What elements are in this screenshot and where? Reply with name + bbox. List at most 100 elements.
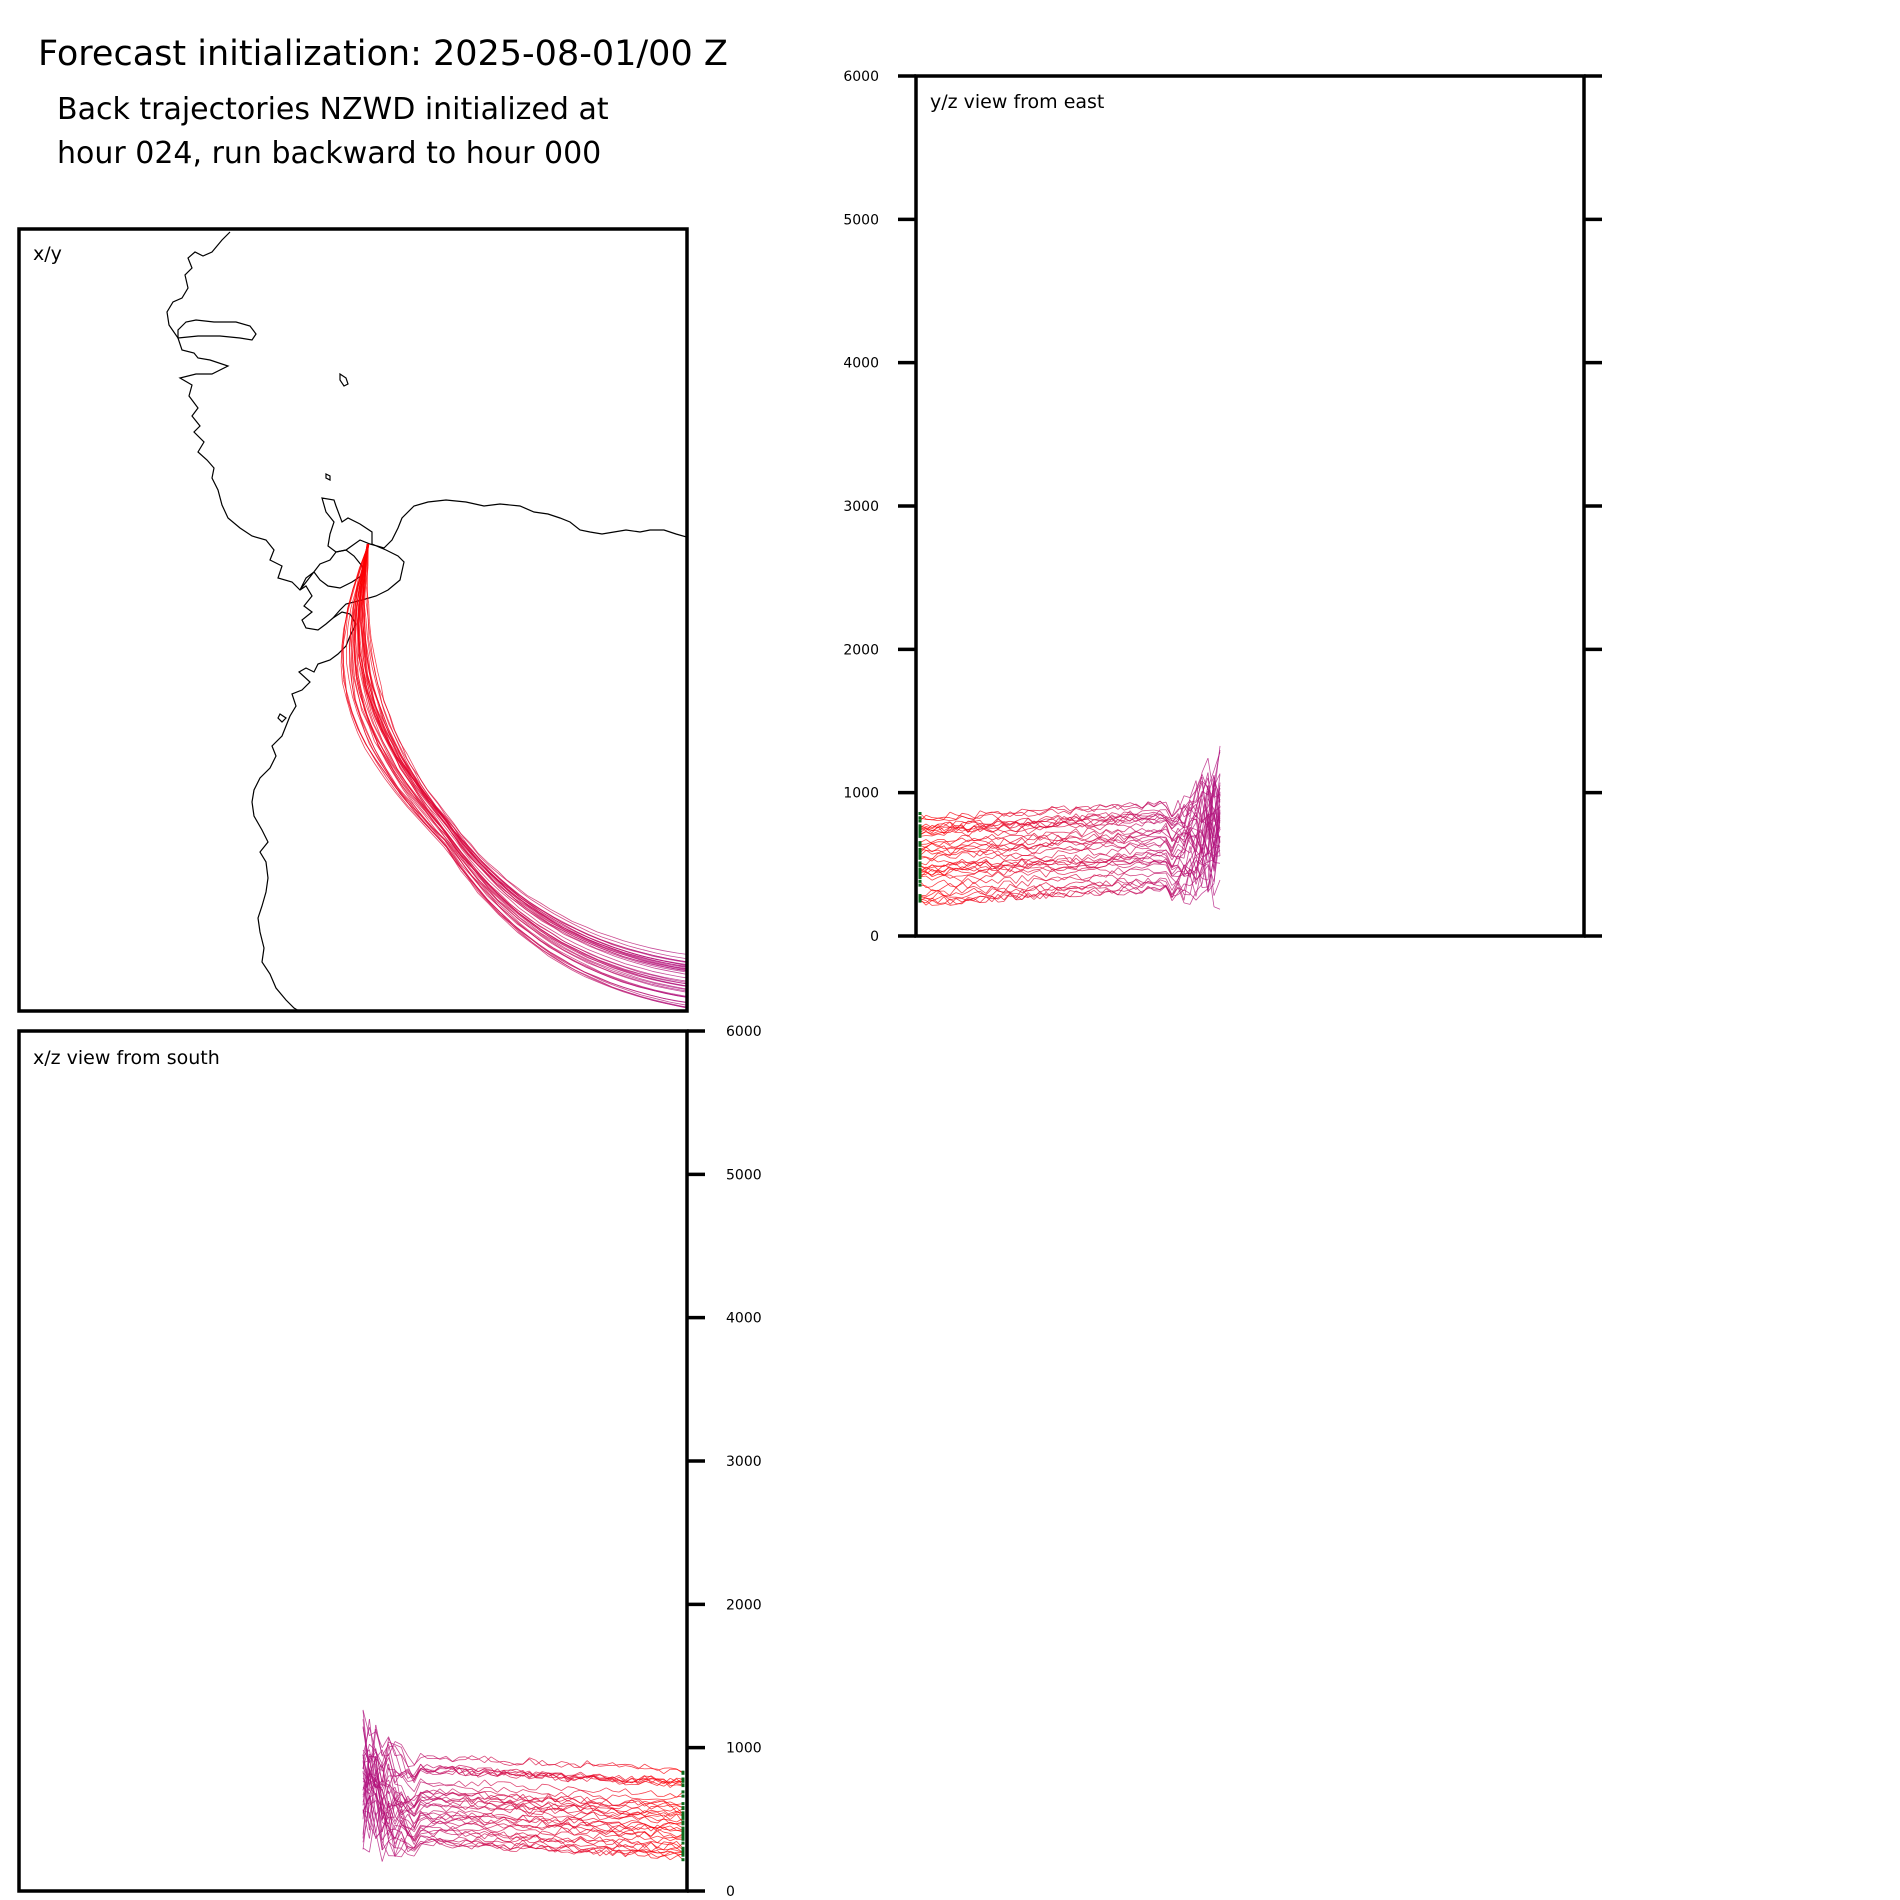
- xy-trajectory-segment: [657, 962, 671, 967]
- yz-trajectory-segment: [1075, 891, 1083, 894]
- xy-trajectory-segment: [562, 947, 576, 955]
- yz-trajectory-segment: [1129, 862, 1137, 867]
- xy-trajectory-segment: [678, 970, 687, 973]
- xy-trajectory-segment: [486, 872, 499, 883]
- yz-trajectory-segment: [961, 898, 969, 905]
- yz-trajectory-segment: [1171, 854, 1179, 867]
- yz-trajectory-segment: [997, 838, 1005, 848]
- yz-trajectory-segment: [1105, 857, 1113, 863]
- yz-trajectory-segment: [1063, 887, 1071, 889]
- xz-trajectory-segment: [567, 1839, 575, 1843]
- yz-trajectory-segment: [1135, 817, 1143, 822]
- yz-trajectory-segment: [1105, 821, 1113, 826]
- yz-trajectory-segment: [1093, 881, 1101, 885]
- xz-trajectory-segment: [644, 1831, 652, 1837]
- xz-trajectory-segment: [541, 1795, 549, 1803]
- yz-trajectory-segment: [1087, 819, 1095, 824]
- xz-trajectory-segment: [388, 1745, 396, 1748]
- yz-trajectory-segment: [1129, 830, 1137, 835]
- xy-trajectory-segment: [526, 894, 540, 903]
- xz-trajectory-segment: [433, 1792, 440, 1795]
- xy-trajectory-segment: [370, 725, 380, 741]
- xz-trajectory-segment: [439, 1793, 447, 1798]
- xz-trajectory-segment: [522, 1829, 530, 1831]
- xy-trajectory-segment: [538, 944, 550, 953]
- xy-trajectory-segment: [572, 960, 586, 968]
- xz-trajectory-segment: [522, 1825, 530, 1829]
- xz-trajectory-segment: [413, 1843, 421, 1852]
- yz-trajectory-segment: [1201, 791, 1209, 834]
- yz-trajectory-segment: [985, 845, 993, 853]
- yz-trajectory-segment: [1111, 815, 1119, 822]
- yz-trajectory-segment: [1093, 813, 1101, 819]
- xy-trajectory-segment: [395, 745, 404, 759]
- yz-trajectory-segment: [1153, 853, 1161, 857]
- yz-trajectory-segment: [1063, 859, 1071, 863]
- yz-trajectory-segment: [1027, 827, 1035, 830]
- xz-trajectory-segment: [497, 1824, 504, 1829]
- xz-trajectory-segment: [426, 1815, 434, 1823]
- yz-trajectory-segment: [1183, 804, 1191, 812]
- yz-trajectory-segment: [1177, 865, 1185, 874]
- xy-trajectory-segment: [369, 700, 375, 716]
- yz-trajectory-segment: [1141, 810, 1149, 812]
- xy-start-point: [690, 1007, 694, 1010]
- yz-trajectory-segment: [1075, 819, 1083, 823]
- xz-trajectory-segment: [465, 1842, 472, 1845]
- yz-trajectory-segment: [1027, 843, 1035, 846]
- yz-trajectory-segment: [925, 899, 933, 906]
- xy-trajectory-segment: [498, 890, 510, 900]
- xz-trajectory-segment: [535, 1810, 543, 1813]
- xy-trajectory-segment: [628, 945, 643, 951]
- xz-trajectory-segment: [452, 1829, 460, 1837]
- yz-trajectory-segment: [1087, 889, 1095, 895]
- yz-trajectory-segment: [967, 817, 975, 820]
- xy-trajectory-segment: [575, 953, 589, 961]
- yz-trajectory-segment: [1123, 815, 1131, 819]
- xy-trajectory-segment: [680, 985, 687, 987]
- yz-trajectory-segment: [985, 862, 993, 870]
- yz-trajectory-segment: [1027, 832, 1035, 840]
- xy-trajectory-segment: [455, 833, 464, 845]
- xy-trajectory-segment: [563, 933, 578, 941]
- xy-trajectory-segment: [517, 909, 530, 919]
- yz-trajectory-segment: [1003, 811, 1011, 817]
- xz-trajectory-segment: [567, 1762, 575, 1768]
- yz-trajectory-segment: [1189, 834, 1197, 854]
- xy-trajectory-segment: [552, 954, 566, 963]
- xz-trajectory-segment: [586, 1827, 594, 1834]
- xz-trajectory-segment: [593, 1849, 600, 1854]
- xz-trajectory-segment: [586, 1802, 594, 1804]
- yz-trajectory-segment: [961, 839, 969, 844]
- xy-trajectory-segment: [366, 635, 370, 652]
- xy-trajectory-segment: [511, 914, 521, 925]
- xy-trajectory-segment: [354, 606, 357, 626]
- xz-trajectory-segment: [599, 1828, 607, 1832]
- xy-trajectory-segment: [610, 952, 624, 959]
- xy-trajectory-segment: [352, 675, 358, 693]
- yz-trajectory-segment: [1177, 866, 1185, 877]
- xy-trajectory-segment: [586, 933, 599, 940]
- xy-trajectory-segment: [408, 806, 422, 821]
- xy-trajectory-segment: [351, 712, 359, 729]
- xy-trajectory-segment: [353, 643, 356, 661]
- yz-trajectory-segment: [1189, 801, 1197, 806]
- xy-trajectory-segment: [630, 972, 644, 977]
- xz-trajectory-segment: [663, 1812, 671, 1817]
- yz-trajectory-segment: [1057, 841, 1065, 846]
- xz-trajectory-segment: [446, 1766, 453, 1770]
- xy-trajectory-segment: [487, 867, 499, 878]
- xy-trajectory-segment: [478, 865, 489, 876]
- xz-trajectory-segment: [618, 1833, 626, 1838]
- xy-trajectory-segment: [436, 815, 446, 828]
- yz-trajectory-segment: [985, 861, 993, 865]
- yz-trajectory-segment: [1069, 890, 1077, 893]
- yz-trajectory-segment: [1087, 830, 1095, 835]
- xy-trajectory-segment: [357, 621, 360, 640]
- xz-trajectory-segment: [420, 1752, 428, 1759]
- xz-trajectory-segment: [458, 1794, 466, 1797]
- xy-trajectory-segment: [542, 939, 554, 949]
- xz-trajectory-segment: [471, 1842, 479, 1847]
- yz-trajectory-start-point: [918, 828, 922, 832]
- yz-trajectory-segment: [1153, 809, 1161, 812]
